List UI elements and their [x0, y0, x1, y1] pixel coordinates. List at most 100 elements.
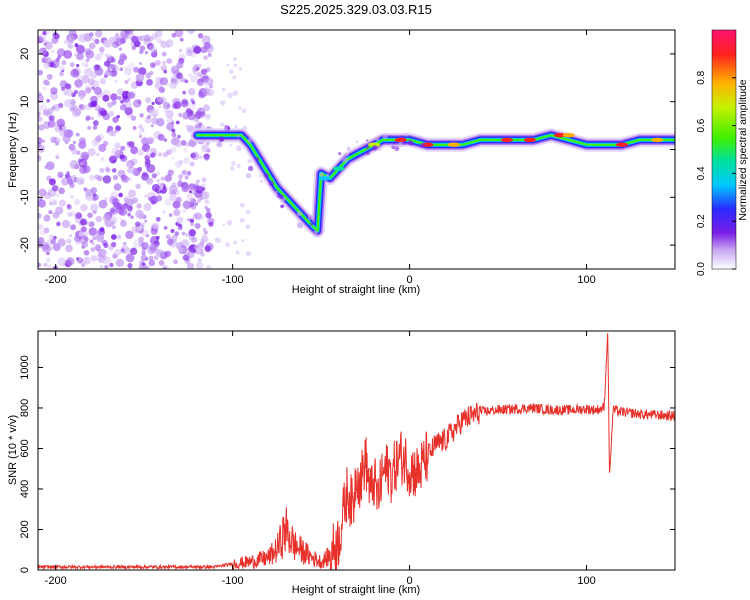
spectrogram-noise-mark	[119, 104, 127, 111]
spectrogram-noise-mark	[69, 159, 79, 169]
spectrogram-noise-mark	[235, 250, 240, 255]
spectrogram-noise-mark	[179, 37, 184, 42]
spectrogram-noise-mark	[162, 101, 171, 110]
spectrogram-noise-mark	[160, 64, 167, 72]
spectrogram-noise-mark	[128, 177, 132, 182]
spectrogram-noise-mark	[90, 71, 97, 79]
spectrogram-noise-mark	[58, 199, 66, 207]
spectrogram-noise-mark	[196, 107, 206, 116]
spectrogram-noise-mark	[58, 126, 63, 130]
spectrogram-noise-mark	[43, 227, 50, 234]
spectrogram-noise-mark	[114, 33, 120, 38]
spectrogram-noise-mark	[46, 99, 50, 103]
spectrogram-noise-mark	[148, 109, 156, 117]
spectrogram-noise-mark	[201, 87, 211, 97]
spectrogram-noise-mark	[64, 83, 70, 89]
spectrogram-noise-mark	[166, 104, 171, 108]
spectrogram-noise-mark	[178, 160, 183, 165]
spectrogram-noise-mark	[78, 104, 83, 109]
spectrogram-noise-mark	[136, 99, 142, 105]
spectrogram-noise-mark	[100, 157, 105, 161]
spectrogram-noise-mark	[109, 196, 118, 205]
snr-y-tick-label: 600	[19, 439, 31, 457]
spectrogram-noise-mark	[215, 237, 222, 244]
spectrogram-noise-mark	[204, 199, 210, 205]
snr-x-ticks: -200 -100 0 100	[45, 331, 596, 587]
spectrogram-noise-mark	[180, 140, 187, 146]
spectrogram-noise-mark	[233, 240, 237, 245]
spectrogram-noise-mark	[108, 129, 115, 137]
spectrogram-noise-mark	[202, 227, 207, 232]
spectrogram-noise-mark	[87, 125, 92, 130]
spectrogram-noise-mark	[118, 192, 123, 198]
spectrogram-track-scatter	[341, 156, 348, 163]
spectrogram-noise-mark	[81, 240, 89, 248]
spectrogram-noise-mark	[90, 247, 96, 252]
spectrogram-noise-mark	[71, 108, 81, 118]
spectrogram-noise-mark	[38, 141, 42, 148]
spectrogram-noise-mark	[117, 95, 122, 101]
spectrogram-noise-mark	[160, 77, 169, 86]
spectrogram-noise-mark	[199, 72, 209, 82]
spectrogram-noise-mark	[92, 193, 97, 197]
spectrogram-noise-mark	[110, 234, 117, 240]
spectrogram-noise-mark	[78, 158, 88, 168]
snr-x-tick-label: 100	[577, 575, 595, 587]
spectrogram-noise-mark	[112, 174, 119, 181]
spectrogram-noise-mark	[202, 104, 211, 112]
spectrogram-noise-mark	[239, 202, 245, 208]
spectrogram-noise-mark	[232, 75, 237, 80]
spectrogram-track-scatter	[398, 141, 404, 147]
spectrogram-noise-mark	[84, 48, 92, 56]
spectrogram-noise-mark	[111, 100, 117, 106]
spectrogram-noise-mark	[196, 198, 201, 203]
spectrogram-noise-mark	[188, 73, 192, 78]
spectrogram-noise-mark	[188, 190, 192, 194]
spectrogram-track-scatter	[346, 146, 351, 151]
spectrogram-track-scatter	[377, 147, 382, 151]
spectrogram-track-scatter	[365, 151, 370, 156]
spectrogram-noise-mark	[90, 203, 99, 212]
spectrogram-noise-mark	[42, 39, 49, 46]
spectrogram-noise-mark	[172, 77, 180, 85]
colorbar-tick-label: 0.0	[696, 262, 707, 276]
spectrogram-noise-mark	[201, 144, 210, 153]
spectrogram-noise-mark	[146, 163, 156, 173]
spectrogram-noise-mark	[201, 177, 207, 183]
spectrogram-track-scatter	[404, 133, 408, 137]
spectrogram-noise-mark	[70, 100, 76, 106]
spectrogram-noise-mark	[56, 193, 60, 197]
spectrogram-x-tick-label: 0	[407, 274, 413, 286]
spectrogram-track-scatter	[400, 136, 403, 139]
spectrogram-noise-mark	[72, 140, 77, 144]
spectrogram-noise-mark	[229, 69, 234, 75]
spectrogram-noise-mark	[76, 257, 80, 261]
spectrogram-noise-mark	[43, 214, 51, 222]
spectrogram-noise-mark	[197, 258, 202, 263]
spectrogram-noise-mark	[194, 202, 199, 206]
spectrogram-noise-mark	[104, 166, 111, 172]
spectrogram-noise-mark	[123, 206, 133, 215]
spectrogram-noise-mark	[82, 256, 91, 265]
spectrogram-noise-mark	[72, 174, 77, 179]
spectrogram-noise-mark	[66, 171, 70, 175]
spectrogram-ylabel: Frequency (Hz)	[7, 112, 19, 188]
spectrogram-noise-mark	[127, 212, 131, 217]
spectrogram-track-scatter	[281, 204, 285, 208]
spectrogram-noise-mark	[199, 155, 203, 160]
spectrogram-noise-mark	[157, 152, 163, 157]
spectrogram-noise-mark	[173, 101, 182, 110]
spectrogram-noise-mark	[182, 200, 192, 210]
spectrogram-noise-mark	[120, 219, 125, 224]
spectrogram-noise-mark	[144, 154, 151, 161]
spectrogram-noise-mark	[56, 118, 66, 128]
spectrogram-noise-mark	[193, 64, 198, 70]
spectrogram-noise-mark	[87, 148, 96, 157]
spectrogram-noise-mark	[130, 215, 134, 220]
spectrogram-noise-mark	[153, 113, 158, 118]
spectrogram-track-scatter	[355, 140, 359, 144]
spectrogram-noise-mark	[63, 99, 73, 108]
spectrogram-noise-mark	[190, 189, 196, 195]
spectrogram-noise-mark	[38, 104, 43, 113]
